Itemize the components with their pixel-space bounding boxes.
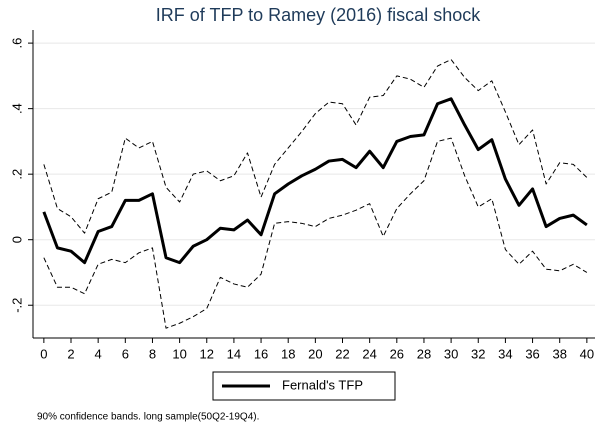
x-tick-label: 28 [417, 346, 431, 361]
x-tick-label: 2 [67, 346, 74, 361]
y-tick-label: .6 [9, 38, 24, 49]
x-tick-label: 20 [308, 346, 322, 361]
x-tick-label: 32 [471, 346, 485, 361]
confidence-band [43, 137, 588, 329]
chart-title: IRF of TFP to Ramey (2016) fiscal shock [156, 5, 481, 25]
x-tick-label: 4 [95, 346, 102, 361]
legend-label: Fernald's TFP [282, 377, 363, 392]
x-tick-label: 40 [580, 346, 594, 361]
x-tick-label: 10 [172, 346, 186, 361]
x-tick-label: 6 [122, 346, 129, 361]
x-tick-label: 24 [362, 346, 376, 361]
x-tick-label: 16 [254, 346, 268, 361]
x-tick-label: 26 [390, 346, 404, 361]
confidence-band [43, 58, 588, 234]
x-tick-label: 18 [281, 346, 295, 361]
y-tick-label: .2 [9, 169, 24, 180]
x-tick-label: 34 [498, 346, 512, 361]
y-tick-label: 0 [9, 236, 24, 243]
x-tick-label: 36 [525, 346, 539, 361]
x-tick-label: 30 [444, 346, 458, 361]
x-tick-label: 14 [227, 346, 241, 361]
y-tick-label: .4 [9, 103, 24, 114]
note: 90% confidence bands. long sample(50Q2-1… [37, 412, 259, 423]
y-tick-label: -.2 [9, 298, 24, 313]
x-tick-label: 38 [552, 346, 566, 361]
x-tick-label: 22 [335, 346, 349, 361]
x-tick-label: 8 [149, 346, 156, 361]
irf-line [42, 97, 588, 265]
x-tick-label: 12 [200, 346, 214, 361]
x-tick-label: 0 [40, 346, 47, 361]
